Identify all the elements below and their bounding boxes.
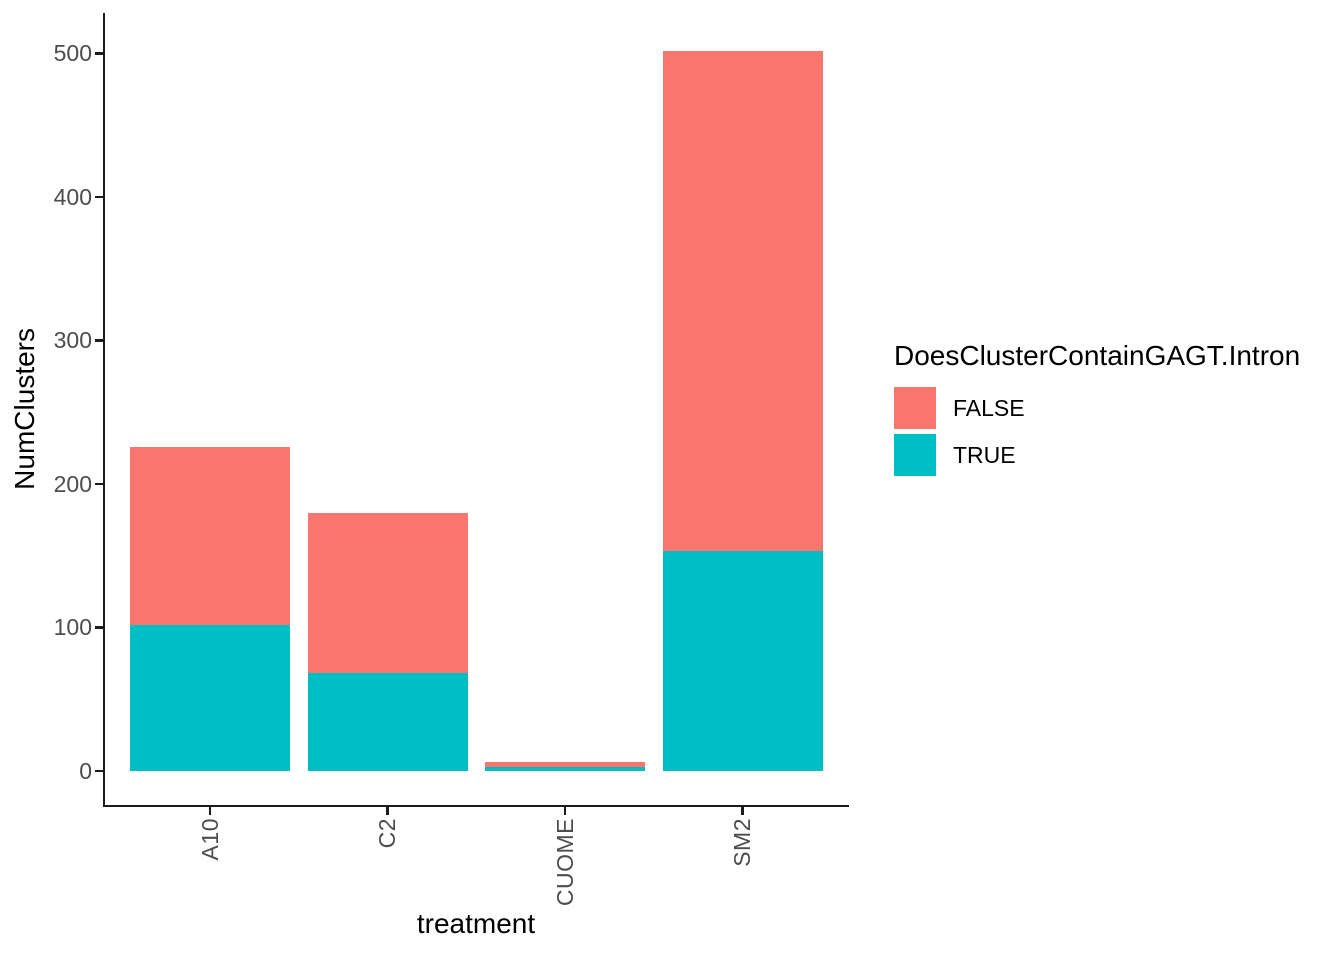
x-tick-mark bbox=[741, 806, 744, 815]
x-axis-title: treatment bbox=[416, 908, 536, 939]
legend-key-true-swatch bbox=[894, 434, 936, 476]
legend-entry-true: TRUE bbox=[894, 434, 1300, 476]
bar-a10-true-segment bbox=[130, 624, 290, 771]
bar-c2-false-segment bbox=[307, 512, 468, 674]
bar-sm2-false-segment bbox=[662, 50, 823, 552]
y-axis-line bbox=[103, 13, 106, 807]
legend-entries: FALSE TRUE bbox=[894, 387, 1300, 476]
y-tick-mark bbox=[95, 339, 103, 342]
y-axis-title: NumClusters bbox=[9, 328, 40, 490]
bar-sm2-true-segment bbox=[662, 551, 823, 771]
x-tick-label: CUOME bbox=[543, 818, 587, 906]
y-tick-label: 100 bbox=[53, 614, 92, 641]
legend-key-false-swatch bbox=[894, 387, 936, 429]
x-tick-label: SM2 bbox=[721, 818, 765, 867]
legend: DoesClusterContainGAGT.Intron FALSE TRUE bbox=[894, 340, 1300, 481]
y-tick-label: 200 bbox=[53, 470, 92, 497]
x-tick-label: C2 bbox=[366, 818, 410, 848]
x-axis-line bbox=[103, 804, 849, 807]
bar-cuome-true-segment bbox=[485, 766, 645, 771]
bar-cuome-false-segment bbox=[485, 762, 645, 767]
x-tick-mark bbox=[386, 806, 389, 815]
x-tick-label-text: C2 bbox=[374, 818, 400, 849]
x-tick-label-text: SM2 bbox=[729, 818, 755, 867]
y-tick-mark bbox=[95, 195, 103, 199]
y-tick-mark bbox=[95, 482, 103, 486]
y-tick-label: 400 bbox=[53, 183, 92, 210]
legend-entry-false: FALSE bbox=[894, 387, 1300, 429]
y-tick-label: 0 bbox=[79, 758, 92, 784]
x-tick-label-text: CUOME bbox=[551, 818, 578, 907]
y-tick-mark bbox=[95, 52, 103, 55]
bar-a10-false-segment bbox=[130, 446, 290, 625]
y-tick-label: 300 bbox=[53, 327, 92, 354]
legend-entry-label: FALSE bbox=[953, 394, 1025, 421]
y-tick-label: 500 bbox=[53, 40, 92, 67]
bar-c2-true-segment bbox=[307, 673, 468, 771]
y-axis-title-wrap: NumClusters bbox=[6, 14, 44, 804]
legend-title: DoesClusterContainGAGT.Intron bbox=[894, 340, 1301, 371]
x-tick-mark bbox=[563, 806, 567, 815]
x-tick-label: A10 bbox=[188, 818, 232, 860]
x-tick-label-text: A10 bbox=[196, 818, 223, 861]
y-tick-mark bbox=[95, 769, 103, 773]
x-tick-mark bbox=[208, 806, 212, 815]
legend-entry-label: TRUE bbox=[953, 441, 1016, 468]
y-tick-mark bbox=[95, 626, 103, 629]
